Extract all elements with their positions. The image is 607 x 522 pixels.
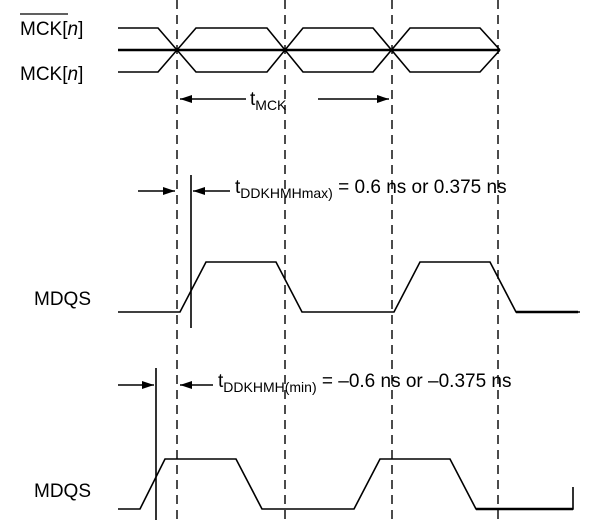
mck-bar-label: MCK[n] (20, 13, 83, 40)
mdqs-waveform-2 (118, 458, 574, 510)
t-ddkhmh-min-t: t (218, 371, 224, 392)
guide-lines (176, 0, 499, 522)
t-ddkhmh-max-t: t (235, 177, 241, 198)
t-ddkhmh-min-value: = –0.6 ns or –0.375 ns (317, 371, 512, 392)
t-mck-measurement: tMCK (180, 89, 389, 113)
mdqs-label-2: MDQS (34, 481, 91, 502)
mck-upper-trace (118, 27, 501, 73)
t-ddkhmh-min-measurement: tDDKHMH(min) = –0.6 ns or –0.375 ns (118, 368, 512, 520)
mck-bar-bracket-open: [ (62, 19, 68, 40)
mck-bar-name: MCK (20, 19, 63, 40)
mck-name: MCK (20, 64, 63, 85)
mck-waveform (118, 27, 501, 73)
t-ddkhmh-min-sub: DDKHMH(min) (223, 379, 316, 395)
svg-text:MCK[n]: MCK[n] (20, 19, 83, 40)
t-ddkhmh-max-value: = 0.6 ns or 0.375 ns (333, 177, 507, 198)
t-ddkhmh-max-sub: DDKHMHmax) (240, 185, 333, 201)
mck-bracket-close: ] (78, 64, 83, 85)
mck-index: n (68, 64, 79, 85)
t-mck-label: tMCK (250, 89, 287, 113)
t-ddkhmh-min-label: tDDKHMH(min) = –0.6 ns or –0.375 ns (218, 371, 512, 395)
mck-lower-trace (118, 27, 501, 73)
t-mck-sub: MCK (255, 97, 287, 113)
mdqs-waveform-1 (118, 261, 580, 313)
t-ddkhmh-max-measurement: tDDKHMHmax) = 0.6 ns or 0.375 ns (138, 175, 507, 328)
mck-label: MCK[n] (20, 64, 83, 85)
t-ddkhmh-max-label: tDDKHMHmax) = 0.6 ns or 0.375 ns (235, 177, 507, 201)
mdqs-label-1: MDQS (34, 289, 91, 310)
mck-bar-index: n (68, 19, 79, 40)
mck-bracket-open: [ (62, 64, 68, 85)
t-mck-t: t (250, 89, 256, 110)
mck-bar-bracket-close: ] (78, 19, 83, 40)
